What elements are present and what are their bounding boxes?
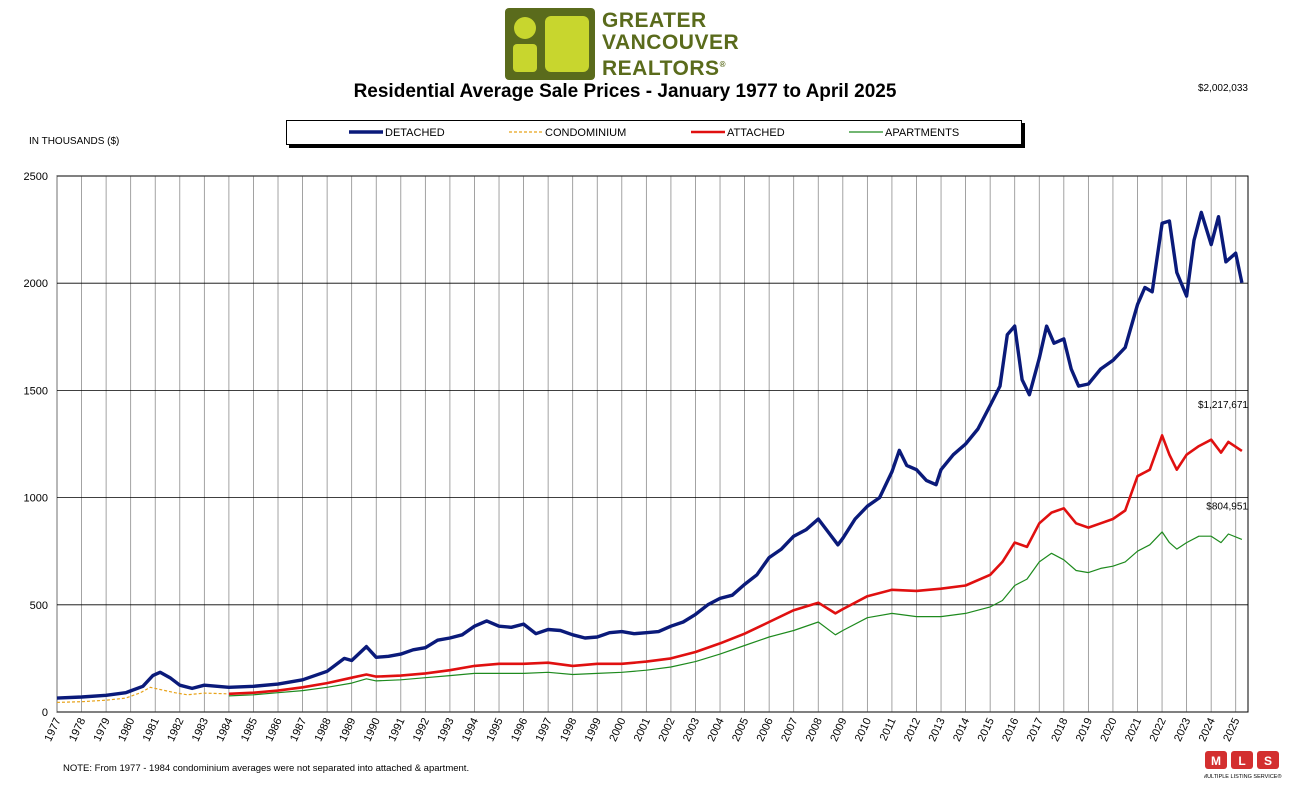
y-tick-label: 500 — [30, 600, 48, 612]
brand-logo: GREATER VANCOUVER REALTORS® — [505, 8, 765, 82]
brand-line-3: REALTORS® — [602, 57, 726, 80]
x-tick-label: 1997 — [534, 716, 555, 743]
x-tick-label: 1992 — [411, 716, 432, 743]
data-label-detached: $2,002,033 — [1198, 83, 1248, 94]
x-tick-label: 1999 — [583, 716, 604, 743]
x-tick-label: 1989 — [337, 716, 358, 743]
mls-icon: M L S MULTIPLE LISTING SERVICE® — [1202, 751, 1282, 780]
data-label-attached: $1,217,671 — [1198, 400, 1248, 411]
x-tick-label: 2009 — [828, 716, 849, 743]
legend-label-detached: DETACHED — [385, 127, 445, 139]
legend-label-apartments: APARTMENTS — [885, 127, 959, 139]
x-tick-label: 1993 — [435, 716, 456, 743]
x-tick-label: 2010 — [853, 716, 874, 743]
x-tick-label: 2012 — [902, 716, 923, 743]
mls-letter-l: L — [1238, 754, 1245, 768]
x-tick-label: 1981 — [141, 716, 162, 743]
x-tick-label: 2014 — [951, 716, 972, 743]
logo-mark-icon — [505, 8, 595, 80]
x-tick-label: 1985 — [239, 716, 260, 743]
x-tick-label: 2023 — [1172, 716, 1193, 743]
legend-svg: DETACHED CONDOMINIUM ATTACHED APARTMENTS — [349, 127, 959, 139]
x-tick-label: 1979 — [92, 716, 113, 743]
mls-letter-m: M — [1211, 754, 1221, 768]
x-tick-label: 2020 — [1098, 716, 1119, 743]
x-tick-label: 1982 — [165, 716, 186, 743]
x-tick-label: 1995 — [485, 716, 506, 743]
x-tick-label: 2002 — [656, 716, 677, 743]
x-tick-label: 2021 — [1123, 716, 1144, 743]
x-tick-label: 2024 — [1197, 716, 1218, 743]
footnote: NOTE: From 1977 - 1984 condominium avera… — [63, 763, 470, 774]
plot-area — [56, 175, 1249, 713]
x-tick-label: 1986 — [264, 716, 285, 743]
x-tick-label: 2017 — [1025, 716, 1046, 743]
x-tick-label: 1984 — [214, 716, 235, 743]
x-tick-label: 2003 — [681, 716, 702, 743]
x-tick-label: 1978 — [67, 716, 88, 743]
x-tick-label: 2004 — [706, 716, 727, 743]
mls-logo: M L S MULTIPLE LISTING SERVICE® — [1202, 750, 1282, 780]
legend-label-attached: ATTACHED — [727, 127, 785, 139]
y-tick-label: 1500 — [24, 385, 48, 397]
x-tick-label: 2001 — [632, 716, 653, 743]
x-tick-label: 1988 — [313, 716, 334, 743]
y-tick-label: 2000 — [24, 278, 48, 290]
x-tick-label: 1983 — [190, 716, 211, 743]
x-tick-label: 2015 — [976, 716, 997, 743]
y-tick-label: 1000 — [24, 493, 48, 505]
mls-caption: MULTIPLE LISTING SERVICE® — [1204, 773, 1282, 780]
series-line-detached — [56, 210, 1244, 700]
series-line-apartments — [228, 531, 1243, 697]
x-tick-label: 1987 — [288, 716, 309, 743]
series-line-condominium — [56, 686, 227, 703]
x-tick-label: 2018 — [1049, 716, 1070, 743]
x-tick-label: 2011 — [878, 716, 899, 743]
legend-label-condominium: CONDOMINIUM — [545, 127, 626, 139]
x-tick-label: 1996 — [509, 716, 530, 743]
x-tick-label: 2006 — [755, 716, 776, 743]
x-tick-label: 2022 — [1148, 716, 1169, 743]
x-tick-label: 2000 — [607, 716, 628, 743]
x-tick-label: 1990 — [362, 716, 383, 743]
brand-line-1: GREATER — [602, 9, 707, 32]
chart-legend: DETACHED CONDOMINIUM ATTACHED APARTMENTS — [286, 120, 1022, 145]
y-tick-label: 0 — [42, 707, 48, 719]
x-tick-label: 1980 — [116, 716, 137, 743]
x-tick-label: 1991 — [386, 716, 407, 743]
x-tick-label: 2016 — [1000, 716, 1021, 743]
brand-line-2: VANCOUVER — [602, 31, 740, 54]
mls-letter-s: S — [1264, 754, 1272, 768]
x-tick-label: 1998 — [558, 716, 579, 743]
series-line-attached — [228, 434, 1243, 696]
x-tick-label: 2008 — [804, 716, 825, 743]
data-label-apartments: $804,951 — [1206, 501, 1248, 512]
x-tick-label: 2019 — [1074, 716, 1095, 743]
x-tick-label: 2005 — [730, 716, 751, 743]
x-tick-label: 2025 — [1221, 716, 1242, 743]
y-axis-units-label: IN THOUSANDS ($) — [29, 136, 120, 147]
x-tick-label: 1994 — [460, 716, 481, 743]
x-tick-label: 1977 — [42, 716, 63, 743]
x-tick-label: 2007 — [779, 716, 800, 743]
x-tick-label: 2013 — [927, 716, 948, 743]
y-tick-label: 2500 — [24, 171, 48, 183]
chart-title: Residential Average Sale Prices - Januar… — [353, 81, 897, 102]
